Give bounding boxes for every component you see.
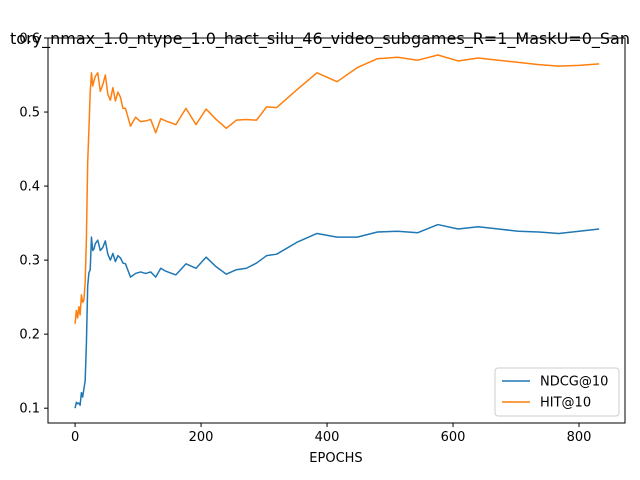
x-tick-label: 600 xyxy=(441,430,466,445)
legend-label: NDCG@10 xyxy=(540,375,608,390)
series-line-ndcg-10 xyxy=(74,223,600,409)
y-tick-label: 0.3 xyxy=(19,254,40,269)
x-tick-label: 800 xyxy=(567,430,592,445)
y-tick-label: 0.4 xyxy=(19,180,40,195)
chart-title: tory_nmax_1.0_ntype_1.0_hact_silu_46_vid… xyxy=(10,29,630,49)
legend: NDCG@10 HIT@10 xyxy=(494,367,620,417)
y-tick-label: 0.1 xyxy=(19,402,40,417)
x-axis: 0 200 400 600 800 xyxy=(71,423,591,445)
x-tick-label: 200 xyxy=(189,430,214,445)
axes-frame xyxy=(47,37,626,424)
y-tick-label: 0.5 xyxy=(19,106,40,121)
series-line-hit-10 xyxy=(74,54,600,324)
y-tick-label: 0.2 xyxy=(19,328,40,343)
x-tick-label: 400 xyxy=(315,430,340,445)
x-axis-label: EPOCHS xyxy=(309,451,362,466)
x-tick-label: 0 xyxy=(71,430,79,445)
y-axis: 0.1 0.2 0.3 0.4 0.5 0.6 xyxy=(19,32,48,417)
legend-box xyxy=(494,367,620,417)
y-tick-label: 0.6 xyxy=(19,32,40,47)
plot-area xyxy=(74,54,600,409)
legend-label: HIT@10 xyxy=(540,396,591,411)
